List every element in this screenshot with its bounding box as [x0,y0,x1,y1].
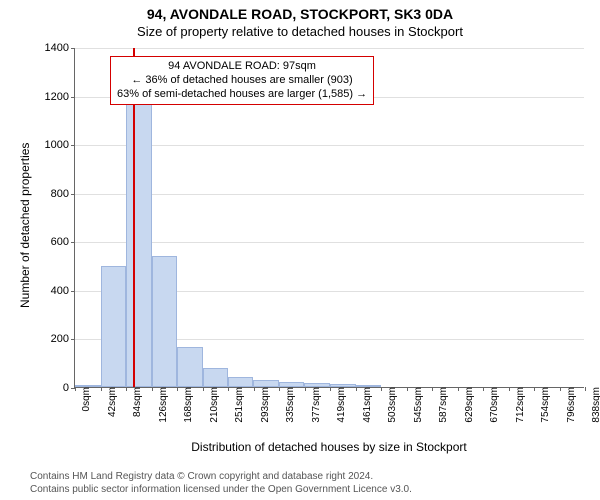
credits-line: Contains HM Land Registry data © Crown c… [30,471,412,484]
credits-line: Contains public sector information licen… [30,484,412,497]
y-tick-label: 1200 [45,91,75,103]
y-axis-label: Number of detached properties [18,143,32,308]
gridline [75,48,584,49]
y-tick-label: 0 [63,382,75,394]
y-tick-label: 1000 [45,139,75,151]
histogram-bar [203,368,228,387]
x-tick-label: 0sqm [79,387,92,411]
x-tick-label: 754sqm [538,387,551,423]
callout-line: 63% of semi-detached houses are larger (… [117,88,367,102]
page-title: 94, AVONDALE ROAD, STOCKPORT, SK3 0DA [0,0,600,22]
x-tick-label: 461sqm [360,387,373,423]
histogram-bar [101,266,127,387]
x-axis-label: Distribution of detached houses by size … [74,440,584,454]
y-tick-label: 200 [51,333,75,345]
x-tick-label: 42sqm [105,387,118,417]
x-tick-label: 210sqm [207,387,220,423]
x-tick-label: 419sqm [334,387,347,423]
x-tick-label: 545sqm [411,387,424,423]
x-tick-label: 168sqm [181,387,194,423]
x-tick-label: 126sqm [156,387,169,423]
page-subtitle: Size of property relative to detached ho… [0,22,600,43]
callout-line: ← 36% of detached houses are smaller (90… [117,74,367,88]
y-tick-label: 400 [51,285,75,297]
x-tick-label: 629sqm [462,387,475,423]
histogram-bar [253,380,279,387]
x-tick-label: 796sqm [564,387,577,423]
callout-line: 94 AVONDALE ROAD: 97sqm [117,60,367,74]
x-tick-label: 587sqm [436,387,449,423]
x-tick-label: 838sqm [589,387,600,423]
y-tick-label: 1400 [45,42,75,54]
x-tick-label: 251sqm [232,387,245,423]
marker-callout: 94 AVONDALE ROAD: 97sqm ← 36% of detache… [110,56,374,105]
x-tick-label: 293sqm [258,387,271,423]
histogram-bar [126,103,152,387]
x-tick-label: 670sqm [487,387,500,423]
x-tick-label: 335sqm [283,387,296,423]
x-tick-label: 84sqm [130,387,143,417]
histogram-bar [152,256,178,387]
x-tick-label: 377sqm [309,387,322,423]
y-tick-label: 600 [51,236,75,248]
histogram-bar [228,377,254,387]
credits: Contains HM Land Registry data © Crown c… [30,471,412,496]
y-tick-label: 800 [51,188,75,200]
x-tick-label: 712sqm [513,387,526,423]
histogram-bar [177,347,203,387]
x-tick-label: 503sqm [385,387,398,423]
